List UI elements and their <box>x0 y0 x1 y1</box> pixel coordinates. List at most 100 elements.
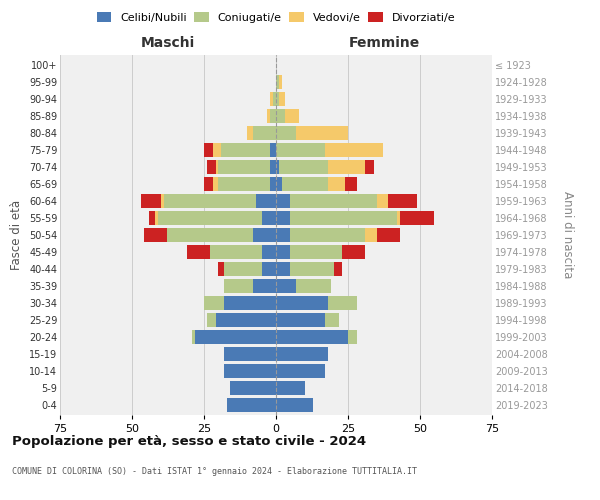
Bar <box>218 160 270 174</box>
Bar <box>196 330 276 344</box>
Bar <box>167 228 253 242</box>
Bar <box>279 92 284 106</box>
Bar <box>164 194 256 208</box>
Bar <box>210 245 262 259</box>
Bar <box>276 211 290 225</box>
Bar <box>284 110 299 123</box>
Bar <box>140 194 161 208</box>
Bar <box>377 194 388 208</box>
Y-axis label: Fasce di età: Fasce di età <box>10 200 23 270</box>
Bar <box>365 160 374 174</box>
Bar <box>290 228 365 242</box>
Bar <box>276 92 279 106</box>
Bar <box>276 364 325 378</box>
Y-axis label: Anni di nascita: Anni di nascita <box>560 192 574 278</box>
Bar <box>345 178 356 191</box>
Bar <box>253 279 276 292</box>
Bar <box>207 160 215 174</box>
Bar <box>296 126 348 140</box>
Bar <box>262 211 276 225</box>
Bar <box>262 245 276 259</box>
Bar <box>187 245 210 259</box>
Bar <box>212 144 221 157</box>
Bar <box>224 364 276 378</box>
Bar <box>276 398 313 411</box>
Bar <box>276 347 328 360</box>
Bar <box>388 194 417 208</box>
Bar <box>212 178 218 191</box>
Bar <box>268 110 270 123</box>
Bar <box>334 262 342 276</box>
Bar <box>270 92 273 106</box>
Bar <box>273 92 276 106</box>
Bar <box>253 228 276 242</box>
Bar <box>328 296 356 310</box>
Bar <box>290 262 334 276</box>
Bar <box>270 178 276 191</box>
Bar <box>276 194 290 208</box>
Bar <box>325 144 383 157</box>
Bar <box>224 279 253 292</box>
Bar <box>193 330 196 344</box>
Bar <box>276 330 348 344</box>
Bar <box>224 262 262 276</box>
Bar <box>276 144 325 157</box>
Bar <box>276 160 279 174</box>
Bar <box>224 347 276 360</box>
Bar <box>276 245 290 259</box>
Bar <box>296 279 331 292</box>
Bar <box>155 211 158 225</box>
Bar <box>290 245 342 259</box>
Bar <box>218 178 270 191</box>
Bar <box>279 160 328 174</box>
Bar <box>377 228 400 242</box>
Bar <box>270 144 276 157</box>
Bar <box>276 279 296 292</box>
Text: Maschi: Maschi <box>141 36 195 50</box>
Bar <box>290 211 397 225</box>
Bar <box>204 178 212 191</box>
Bar <box>290 194 377 208</box>
Text: Popolazione per età, sesso e stato civile - 2024: Popolazione per età, sesso e stato civil… <box>12 435 366 448</box>
Bar <box>215 313 276 326</box>
Bar <box>342 245 365 259</box>
Bar <box>256 194 276 208</box>
Bar <box>270 110 276 123</box>
Bar <box>397 211 400 225</box>
Bar <box>276 110 284 123</box>
Bar <box>279 76 282 89</box>
Bar <box>276 126 296 140</box>
Bar <box>158 211 262 225</box>
Bar <box>276 228 290 242</box>
Bar <box>230 381 276 394</box>
Bar <box>328 178 345 191</box>
Legend: Celibi/Nubili, Coniugati/e, Vedovi/e, Divorziati/e: Celibi/Nubili, Coniugati/e, Vedovi/e, Di… <box>92 8 460 28</box>
Bar <box>262 262 276 276</box>
Bar <box>276 296 328 310</box>
Bar <box>204 296 224 310</box>
Bar <box>247 126 253 140</box>
Bar <box>276 313 325 326</box>
Bar <box>276 178 282 191</box>
Bar <box>270 160 276 174</box>
Bar <box>253 126 276 140</box>
Bar <box>215 160 218 174</box>
Bar <box>282 178 328 191</box>
Bar <box>276 76 279 89</box>
Bar <box>400 211 434 225</box>
Bar <box>221 144 270 157</box>
Text: COMUNE DI COLORINA (SO) - Dati ISTAT 1° gennaio 2024 - Elaborazione TUTTITALIA.I: COMUNE DI COLORINA (SO) - Dati ISTAT 1° … <box>12 468 417 476</box>
Bar <box>161 194 164 208</box>
Bar <box>276 381 305 394</box>
Bar <box>204 144 212 157</box>
Bar <box>365 228 377 242</box>
Text: Femmine: Femmine <box>349 36 419 50</box>
Bar <box>224 296 276 310</box>
Bar <box>227 398 276 411</box>
Bar <box>207 313 215 326</box>
Bar <box>348 330 356 344</box>
Bar <box>325 313 340 326</box>
Bar <box>276 262 290 276</box>
Bar <box>149 211 155 225</box>
Bar <box>143 228 167 242</box>
